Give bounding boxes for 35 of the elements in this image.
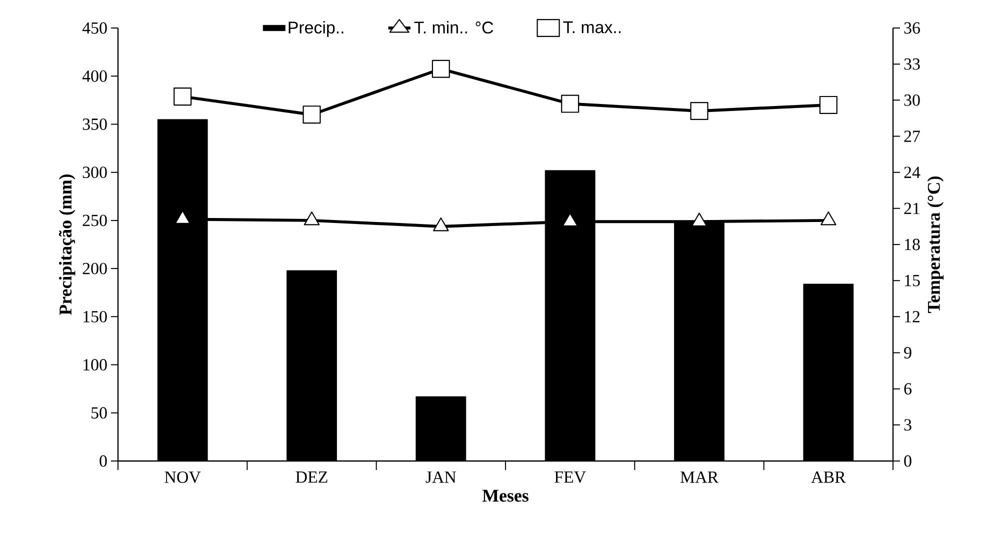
y2-tick-label: 24 [904,166,920,178]
y-tick-label: 200 [82,262,107,274]
y2-tick-label: 0 [904,455,912,467]
legend-label: Precip.. [288,21,344,37]
y2-tick-label: 36 [904,22,920,34]
legend-label: T. max.. [563,21,621,34]
y2-tick-label: 6 [904,383,912,395]
y2-tick-label: 3 [904,419,912,431]
y-tick-label: 350 [82,118,107,130]
y2-tick-label: 15 [905,274,920,286]
x-tick-label: FEV [554,472,586,483]
x-tick-label: MAR [680,472,719,483]
x-tick-label: DEZ [296,472,328,483]
y-tick-label: 50 [92,407,107,419]
y2-tick-label: 21 [904,202,920,214]
y-tick-label: 250 [82,214,107,226]
y2-tick-label: 9 [904,347,912,358]
y-tick-label: 300 [82,166,107,178]
y2-tick-label: 33 [904,58,920,70]
y-tick-label: 450 [82,22,107,34]
y2-tick-label: 18 [905,238,920,250]
y-axis-title: Precipitação (mm) [58,174,76,315]
y-tick-label: 100 [84,359,107,370]
y2-tick-label: 12 [905,311,920,322]
y2-tick-label: 30 [904,94,920,106]
y-tick-label: 0 [100,455,107,467]
legend-label: T. min.. °C [414,21,494,34]
x-tick-label: NOV [164,472,201,483]
x-tick-label: ABR [811,472,846,483]
y-tick-label: 150 [84,310,107,322]
x-tick-label: JAN [426,472,456,483]
x-axis-title: Meses [482,490,528,502]
y2-tick-label: 27 [904,130,920,142]
y-tick-label: 400 [82,70,107,82]
y2-axis-title: Temperatura (°C) [927,176,944,313]
